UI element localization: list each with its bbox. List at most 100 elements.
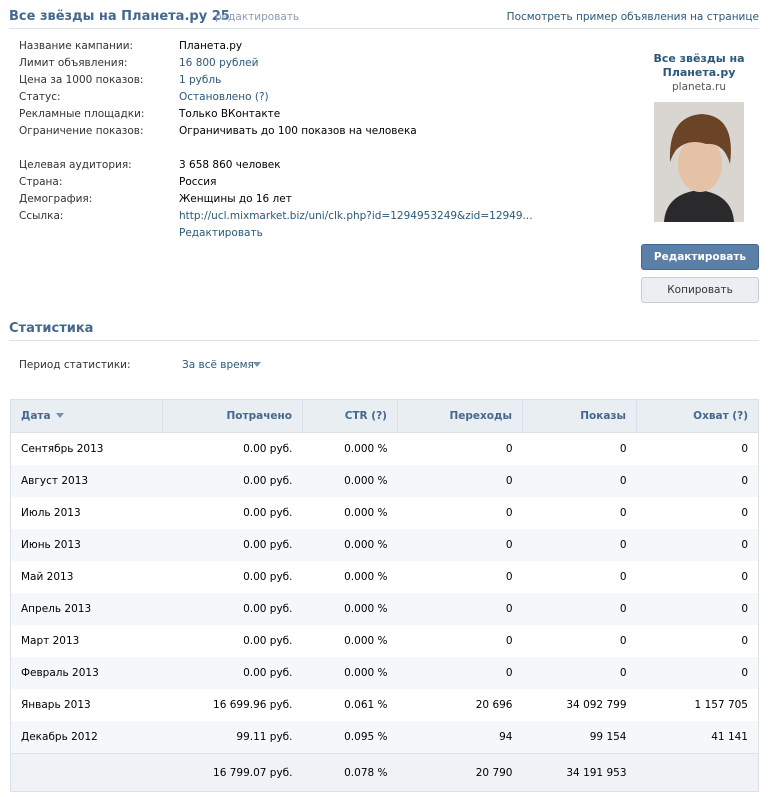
table-cell (10, 753, 163, 792)
table-cell: 0 (741, 635, 748, 647)
header-text[interactable]: Охват (?) (693, 410, 748, 422)
edit-button[interactable]: Редактировать (641, 244, 759, 270)
info-label: Ограничение показов: (19, 125, 144, 137)
header-text[interactable]: CTR (?) (344, 410, 387, 422)
table-cell: 0 (505, 571, 513, 583)
divider (9, 340, 759, 341)
table-cell: 0.000 % (344, 443, 388, 455)
header-text[interactable]: Потрачено (226, 410, 293, 422)
table-cell: 0.00 руб. (162, 593, 303, 625)
table-cell: 0 (619, 443, 627, 455)
ad-domain: planeta.ru (672, 81, 726, 93)
table-cell: 0 (741, 443, 748, 455)
total-cell: 20 790 (397, 753, 523, 792)
table-row: Март 2013 0.00 руб. 0.000 % 0 0 0 (11, 625, 759, 657)
campaign-title: Все звёзды на Планета.ру 25 (9, 9, 230, 24)
table-row: Июль 2013 0.00 руб. 0.000 % 0 0 0 (11, 497, 759, 529)
table-cell: 20 696 (475, 699, 513, 711)
table-cell: 0 (636, 529, 759, 561)
table-cell: 0.000 % (302, 465, 398, 497)
table-row: Февраль 2013 0.00 руб. 0.000 % 0 0 0 (10, 657, 759, 689)
table-cell: 99.11 руб. (162, 721, 303, 754)
copy-button[interactable]: Копировать (641, 277, 759, 303)
table-row: Август 2013 0.00 руб. 0.000 % 0 0 0 (10, 465, 759, 497)
info-value[interactable]: Остановлено (?) (179, 91, 269, 103)
total-cell: 16 799.07 руб. (162, 753, 303, 792)
info-label: Лимит объявления: (19, 57, 128, 69)
table-cell: 0 (636, 657, 759, 689)
table-cell: 0 (397, 529, 523, 561)
table-cell: 16 699.96 руб. (213, 699, 293, 711)
info-label: Ссылка: (19, 210, 64, 222)
table-cell: 0.061 % (344, 699, 388, 711)
table-cell: 0 (397, 465, 523, 497)
info-label: Страна: (19, 176, 63, 188)
dropdown-arrow (253, 362, 261, 367)
info-label: Название кампании: (19, 40, 134, 52)
table-cell: 1 157 705 (694, 699, 748, 711)
table-cell: 0 (505, 507, 513, 519)
info-value[interactable]: 16 800 рублей (179, 57, 259, 69)
ad-title[interactable]: Все звёзды на Планета.ру (653, 52, 745, 79)
divider (9, 28, 759, 29)
table-cell: Август 2013 (10, 465, 163, 497)
table-cell: 0.00 руб. (243, 571, 293, 583)
info-label: Целевая аудитория: (19, 159, 132, 171)
info-label: Статус: (19, 91, 61, 103)
table-cell (636, 753, 759, 792)
table-body: Сентябрь 2013 0.00 руб. 0.000 % 0 0 0 Август 2… (10, 433, 759, 792)
info-value: Ограничивать до 100 показов на человека (179, 125, 417, 137)
edit-link[interactable]: Редактировать (179, 227, 263, 239)
header-text[interactable]: Показы (580, 410, 626, 422)
info-value: 3 658 860 человек (179, 159, 281, 171)
header-text[interactable]: Дата (21, 410, 51, 422)
table-cell: Сентябрь 2013 (21, 443, 104, 455)
info-value[interactable]: 1 рубль (179, 74, 222, 86)
table-cell: 0.000 % (344, 507, 388, 519)
table-cell: 0 (505, 635, 513, 647)
table-cell: 0 (636, 465, 759, 497)
table-cell: 0.000 % (302, 657, 398, 689)
column-header[interactable]: Потрачено (162, 399, 303, 433)
info-value[interactable]: http://ucl.mixmarket.biz/uni/clk.php?id=… (179, 210, 533, 222)
table-cell: 0 (741, 571, 748, 583)
table-cell: Май 2013 (21, 571, 74, 583)
table-cell: 0 (522, 593, 637, 625)
period-select[interactable]: За всё время (182, 359, 254, 371)
table-cell: Февраль 2013 (10, 657, 163, 689)
column-header[interactable]: Показы (522, 399, 637, 433)
stats-title: Статистика (9, 321, 94, 336)
column-header[interactable]: Дата (10, 399, 163, 433)
table-cell: 0 (522, 529, 637, 561)
column-header[interactable]: CTR (?) (302, 399, 398, 433)
column-header[interactable]: Переходы (397, 399, 523, 433)
table-cell: 0.00 руб. (243, 443, 293, 455)
table-cell: 0.095 % (302, 721, 398, 754)
info-value: Россия (179, 176, 217, 188)
table-cell: 0.00 руб. (243, 635, 293, 647)
table-row: Сентябрь 2013 0.00 руб. 0.000 % 0 0 0 (11, 433, 759, 466)
table-cell: 0.000 % (302, 593, 398, 625)
table-cell: 41 141 (636, 721, 759, 754)
table-cell: 94 (397, 721, 523, 754)
header-text[interactable]: Переходы (449, 410, 512, 422)
table-cell: Декабрь 2012 (10, 721, 163, 754)
preview-link[interactable]: Посмотреть пример объявления на странице (506, 11, 759, 23)
table-cell: 0 (397, 593, 523, 625)
stats-table: Дата Потрачено CTR (?) Переходы Показы Охват … (10, 399, 759, 792)
column-header[interactable]: Охват (?) (636, 399, 759, 433)
table-cell: 0 (636, 593, 759, 625)
table-cell: 0 (522, 465, 637, 497)
edit-title-link[interactable]: редактировать (215, 11, 300, 23)
table-cell: Март 2013 (21, 635, 80, 647)
table-cell: 0 (522, 657, 637, 689)
table-cell: 0 (741, 507, 748, 519)
table-cell: 99 154 (522, 721, 637, 754)
table-row: Апрель 2013 0.00 руб. 0.000 % 0 0 0 (10, 593, 759, 625)
totals-row: 16 799.07 руб. 0.078 % 20 790 34 191 953 (10, 753, 759, 792)
table-cell: 0 (619, 635, 627, 647)
header-row: Дата Потрачено CTR (?) Переходы Показы Охват … (10, 399, 759, 433)
table-cell: 0.000 % (344, 635, 388, 647)
table-row: Декабрь 2012 99.11 руб. 0.095 % 94 99 154 41 … (10, 721, 759, 754)
table-cell: Апрель 2013 (10, 593, 163, 625)
